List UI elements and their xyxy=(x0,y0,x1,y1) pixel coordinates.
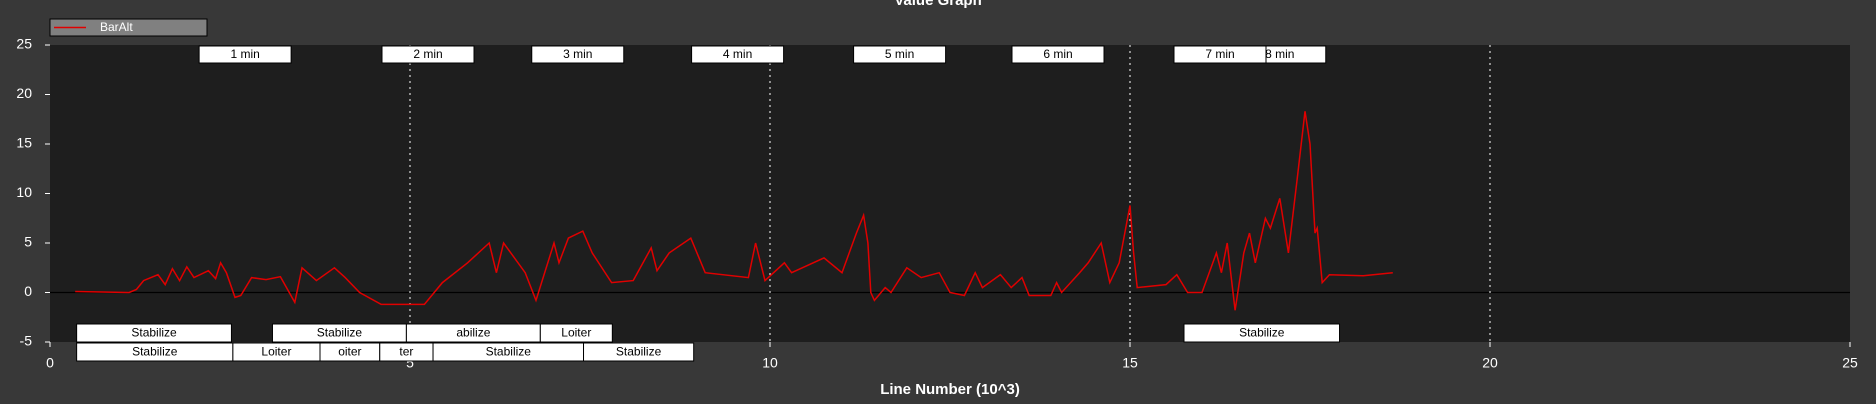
time-marker-box xyxy=(853,45,947,64)
mode-label: oiter xyxy=(338,345,361,359)
mode-label: Loiter xyxy=(561,326,591,340)
x-axis-label: Line Number (10^3) xyxy=(880,381,1020,398)
time-marker-label: 6 min xyxy=(1043,47,1072,61)
y-tick-label: -5 xyxy=(20,333,33,349)
mode-label: Stabilize xyxy=(486,345,532,359)
mode-label: Stabilize xyxy=(1239,326,1285,340)
x-tick-label: 5 xyxy=(406,355,414,371)
mode-label: Stabilize xyxy=(132,345,178,359)
chart-title: Value Graph xyxy=(894,0,982,9)
x-tick-label: 15 xyxy=(1122,355,1138,371)
time-marker-box xyxy=(1011,45,1105,64)
time-marker-box xyxy=(198,45,292,64)
mode-box xyxy=(1183,323,1341,343)
mode-box xyxy=(76,323,232,343)
y-tick-label: 15 xyxy=(16,135,32,151)
legend-label: BarAlt xyxy=(100,20,133,34)
time-marker-box xyxy=(531,45,625,64)
time-marker-label: 2 min xyxy=(413,47,442,61)
y-tick-label: 10 xyxy=(16,184,32,200)
time-marker-label: 8 min xyxy=(1265,47,1294,61)
y-tick-label: 0 xyxy=(24,283,32,299)
mode-label: Stabilize xyxy=(131,326,177,340)
mode-box xyxy=(539,323,613,343)
x-tick-label: 20 xyxy=(1482,355,1498,371)
plot-area xyxy=(50,45,1850,342)
mode-label: abilize xyxy=(456,326,490,340)
mode-label: ter xyxy=(399,345,413,359)
x-tick-label: 25 xyxy=(1842,355,1858,371)
mode-label: Loiter xyxy=(261,345,291,359)
time-marker-label: 3 min xyxy=(563,47,592,61)
y-tick-label: 25 xyxy=(16,36,32,52)
x-tick-label: 10 xyxy=(762,355,778,371)
time-marker-label: 5 min xyxy=(885,47,914,61)
mode-label: Stabilize xyxy=(616,345,662,359)
mode-label: Stabilize xyxy=(317,326,363,340)
time-marker-label: 1 min xyxy=(230,47,259,61)
y-tick-label: 5 xyxy=(24,234,32,250)
y-tick-label: 20 xyxy=(16,85,32,101)
time-marker-label: 4 min xyxy=(723,47,752,61)
data-line xyxy=(75,111,1393,311)
x-tick-label: 0 xyxy=(46,355,54,371)
time-marker-box xyxy=(691,45,785,64)
time-marker-label: 7 min xyxy=(1205,47,1234,61)
mode-box xyxy=(583,342,695,362)
time-marker-box xyxy=(381,45,475,64)
time-marker-box xyxy=(1173,45,1267,64)
legend-box xyxy=(49,18,208,37)
